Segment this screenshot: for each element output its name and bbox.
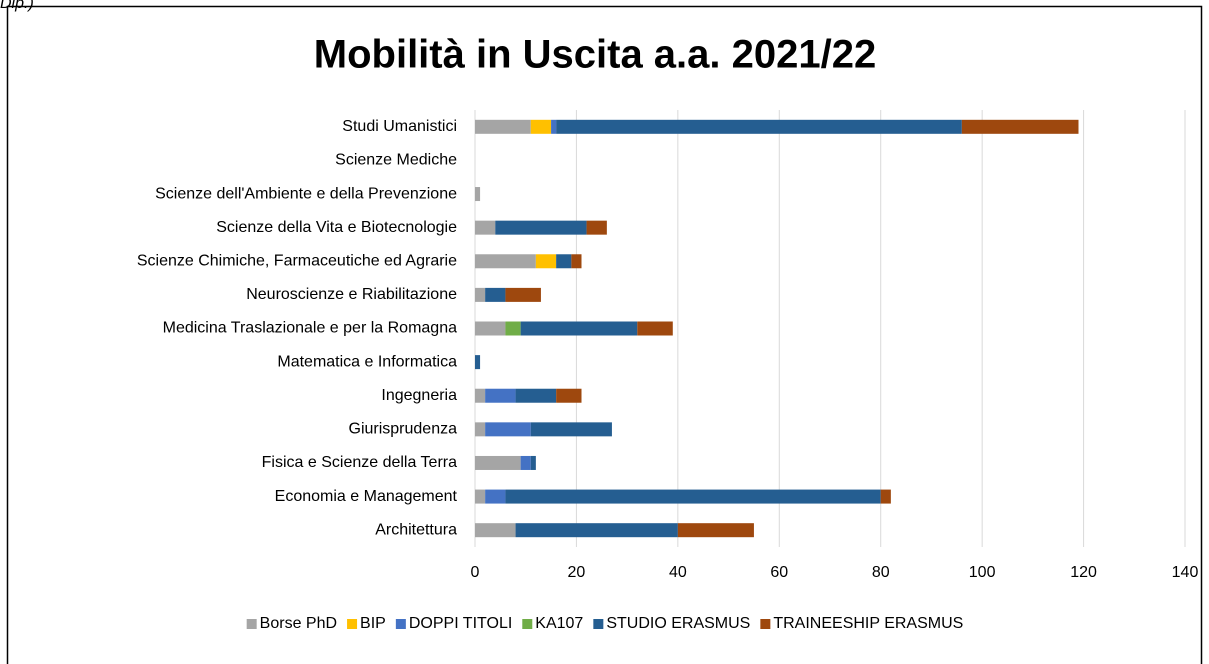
bar-segment (505, 287, 541, 302)
bar-segment (586, 220, 607, 235)
bar-segment (475, 254, 536, 269)
bar-segment (530, 455, 536, 470)
legend-swatch (522, 619, 533, 629)
x-tick-label: 100 (969, 564, 996, 581)
bar-segment (520, 321, 638, 336)
bar-segment (475, 187, 481, 202)
bar-segment (535, 254, 557, 269)
legend-swatch (246, 619, 257, 629)
x-tick-label: 80 (872, 564, 890, 581)
bar-segment (485, 422, 531, 437)
bar-segment (880, 489, 891, 504)
bar-segment (475, 422, 486, 437)
bar-segment (571, 254, 582, 269)
y-tick-label: Scienze Mediche (335, 152, 457, 169)
bar-segment (556, 388, 582, 403)
x-tick-label: 40 (669, 564, 687, 581)
legend-swatch (760, 619, 771, 629)
bar-segment (495, 220, 587, 235)
bar-segment (515, 523, 678, 538)
legend-label: STUDIO ERASMUS (606, 615, 750, 632)
legend-label: Borse PhD (260, 615, 337, 632)
bar-segment (485, 287, 506, 302)
legend: Borse PhD BIP DOPPI TITOLI KA107 STUDIO ERAS… (246, 615, 963, 632)
legend-label: TRAINEESHIP ERASMUS (773, 615, 963, 632)
y-tick-label: Fisica e Scienze della Terra (262, 454, 457, 471)
bar-segment (515, 388, 557, 403)
y-tick-label: Matematica e Informatica (277, 353, 457, 370)
bar-segment (530, 422, 612, 437)
bar-segment (475, 455, 521, 470)
bar-segment (961, 119, 1079, 134)
bar-segment (485, 388, 516, 403)
legend-label: BIP (360, 615, 386, 632)
y-tick-label: Ingegneria (381, 387, 457, 404)
y-tick-label: Economia e Management (275, 488, 458, 505)
bar-segment (505, 321, 521, 336)
legend-label: DOPPI TITOLI (409, 615, 512, 632)
bar-segment (475, 489, 486, 504)
bar-segment (475, 287, 486, 302)
bar-segment (475, 355, 481, 370)
y-tick-label: Scienze Chimiche, Farmaceutiche ed Agrar… (137, 252, 457, 269)
legend-swatch (347, 619, 358, 629)
chart-border (6, 5, 1203, 664)
y-tick-label: Scienze dell'Ambiente e della Prevenzion… (155, 185, 457, 202)
bar-segment (551, 119, 557, 134)
bar-segment (475, 388, 486, 403)
bar-segment (677, 523, 754, 538)
x-tick-label: 20 (568, 564, 586, 581)
y-tick-label: Giurisprudenza (349, 421, 458, 438)
bar-segment (475, 321, 506, 336)
bar-segment (485, 489, 506, 504)
y-tick-label: Medicina Traslazionale e per la Romagna (163, 320, 457, 337)
bar-segment (475, 220, 496, 235)
y-tick-label: Scienze della Vita e Biotecnologie (216, 219, 457, 236)
x-tick-label: 140 (1172, 564, 1199, 581)
x-tick-label: 120 (1070, 564, 1097, 581)
legend-label: KA107 (535, 615, 583, 632)
legend-swatch (593, 619, 604, 629)
chart-title: Mobilità in Uscita a.a. 2021/22 (314, 33, 876, 77)
y-tick-label: Studi Umanistici (342, 118, 457, 135)
bar-segment (637, 321, 673, 336)
bar-segment (475, 119, 531, 134)
bar-segment (556, 254, 572, 269)
bar-segment (530, 119, 552, 134)
bar-segment (505, 489, 881, 504)
legend-swatch (395, 619, 406, 629)
bar-segment (475, 523, 516, 538)
y-tick-label: Architettura (375, 521, 457, 538)
bar-segment (556, 119, 962, 134)
x-tick-label: 0 (471, 564, 480, 581)
x-tick-label: 60 (770, 564, 788, 581)
y-tick-label: Neuroscienze e Riabilitazione (246, 286, 457, 303)
bar-segment (520, 455, 531, 470)
